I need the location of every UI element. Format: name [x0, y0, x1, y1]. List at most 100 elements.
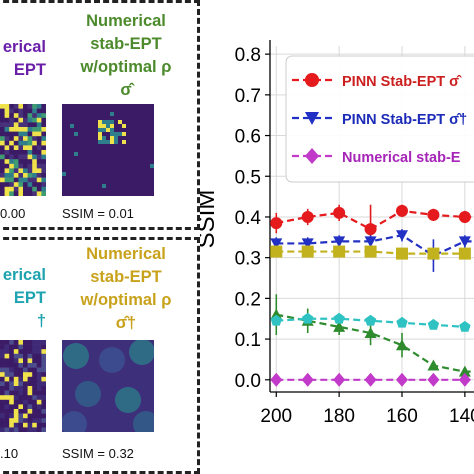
map-pixel [0, 117, 5, 123]
map-pixel [118, 112, 123, 117]
map-pixel [13, 390, 19, 396]
map-pixel [78, 144, 83, 149]
map-pixel [36, 127, 42, 132]
map-pixel [27, 413, 33, 419]
map-pixel [23, 418, 28, 424]
map-pixel [110, 176, 115, 181]
map-pixel [18, 182, 24, 188]
map-pixel [18, 191, 24, 196]
map-pixel [118, 116, 123, 121]
map-pixel [13, 104, 19, 109]
map-pixel [74, 108, 79, 113]
map-pixel [114, 116, 119, 121]
map-pixel [118, 180, 123, 185]
map-pixel [18, 418, 24, 424]
map-pixel [78, 156, 83, 161]
map-pixel [9, 363, 15, 368]
map-pixel [134, 116, 139, 121]
map-pixel [78, 160, 83, 165]
map-pixel [23, 154, 28, 160]
map-pixel [62, 180, 67, 185]
map-pixel [142, 156, 147, 161]
map-pixel [98, 132, 103, 137]
map-pixel [36, 358, 42, 364]
map-pixel [118, 108, 123, 113]
map-pixel [13, 349, 19, 355]
map-pixel [9, 349, 15, 355]
map-pixel [126, 156, 131, 161]
map-pixel [150, 152, 154, 157]
map-pixel [142, 176, 147, 181]
map-pixel [114, 132, 119, 137]
map-pixel [142, 168, 147, 173]
map-pixel [70, 120, 75, 125]
data-point [458, 372, 471, 387]
map-pixel [126, 104, 131, 109]
map-pixel [74, 120, 79, 125]
map-pixel [98, 180, 103, 185]
map-pixel [82, 116, 87, 121]
map-pixel [90, 108, 95, 113]
map-pixel [23, 422, 28, 428]
map-pixel [36, 159, 42, 165]
map-pixel [78, 188, 83, 193]
map-pixel [41, 127, 46, 132]
map-pixel [36, 399, 42, 405]
map-pixel [98, 156, 103, 161]
map-pixel [138, 120, 143, 125]
map-pixel [9, 182, 15, 188]
map-pixel [90, 104, 95, 109]
map-pixel [98, 172, 103, 177]
map-pixel [126, 152, 131, 157]
map-pixel [98, 128, 103, 133]
map-pixel [98, 116, 103, 121]
map-pixel [74, 148, 79, 153]
map-pixel [13, 413, 19, 419]
map-pixel [122, 172, 127, 177]
map-pixel [4, 136, 10, 142]
map-pixel [110, 120, 115, 125]
data-point [396, 230, 408, 242]
map-pixel [134, 124, 139, 129]
map-pixel [9, 159, 15, 165]
map-pixel [126, 180, 131, 185]
map-pixel [130, 132, 135, 137]
map-pixel [126, 188, 131, 193]
map-pixel [62, 176, 67, 181]
map-pixel [130, 188, 135, 193]
map-pixel [0, 108, 5, 114]
map-pixel [82, 148, 87, 153]
map-pixel [32, 399, 38, 405]
map-pixel [36, 381, 42, 387]
map-pixel [114, 152, 119, 157]
map-pixel [118, 140, 123, 145]
data-point [333, 206, 346, 219]
map-pixel [98, 192, 103, 196]
map-pixel [36, 173, 42, 178]
map-pixel [146, 168, 151, 173]
map-pixel [27, 150, 33, 155]
legend-marker [305, 112, 319, 125]
map-pixel [98, 124, 103, 129]
map-pixel [66, 188, 71, 193]
map-pixel [82, 192, 87, 196]
map-pixel [114, 128, 119, 133]
map-pixel [32, 182, 38, 188]
map-pixel [78, 172, 83, 177]
map-pixel [94, 148, 99, 153]
map-pixel [86, 184, 91, 189]
map-pixel [114, 124, 119, 129]
top-left-label-line-1: erical [2, 38, 46, 56]
legend-label: PINN Stab-EPT σ̂ [342, 74, 462, 90]
map-pixel [9, 395, 15, 401]
map-pixel [23, 127, 28, 132]
data-point [333, 312, 345, 324]
map-pixel [41, 344, 46, 350]
map-pixel [62, 120, 67, 125]
map-pixel [118, 168, 123, 173]
map-pixel [32, 422, 38, 428]
data-point [270, 372, 283, 387]
map-pixel [23, 117, 28, 123]
map-pixel [4, 358, 10, 364]
map-pixel [4, 353, 10, 359]
